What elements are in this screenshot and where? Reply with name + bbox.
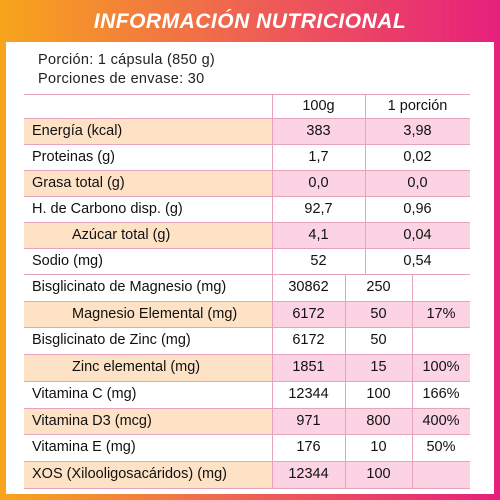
row-line (24, 118, 470, 119)
row-line (24, 434, 470, 436)
col-line (272, 274, 273, 488)
nutrient-name: Sodio (mg) (32, 253, 103, 269)
nutrient-value: 800 (366, 412, 391, 429)
nutrient-value: 15 (370, 359, 387, 376)
row-highlight (24, 118, 272, 144)
row-highlight (272, 354, 470, 381)
nutrient-value: 6172 (292, 305, 325, 322)
nutrient-value: 250 (366, 279, 391, 295)
row-highlight (272, 407, 470, 435)
row-line (24, 327, 470, 329)
column-header: 100g (302, 98, 335, 114)
nutrient-value: 12344 (288, 465, 329, 482)
row-line (24, 407, 470, 409)
nutrient-value: 1851 (292, 359, 325, 376)
nutrient-value: 50 (370, 332, 387, 349)
nutrient-value: 971 (296, 412, 321, 429)
row-line (24, 170, 470, 171)
row-highlight (24, 460, 272, 488)
row-highlight (272, 222, 470, 248)
nutrient-value: 92,7 (304, 201, 333, 217)
nutrient-name: Proteinas (g) (32, 149, 116, 165)
nutrient-value: 0,04 (403, 227, 432, 243)
col-line (365, 94, 366, 274)
nutrient-name: Zinc elemental (mg) (72, 359, 201, 376)
col-line (272, 94, 273, 274)
row-line (24, 196, 470, 197)
nutrient-name: Bisglicinato de Zinc (mg) (32, 332, 191, 349)
row-highlight (24, 300, 272, 328)
row-line (24, 380, 470, 382)
row-line (24, 487, 470, 489)
nutrient-value: 52 (310, 253, 327, 269)
row-line (24, 248, 470, 249)
nutrient-value: 50% (426, 439, 456, 456)
row-line (24, 274, 470, 275)
nutrient-value: 17% (426, 305, 456, 322)
nutrient-value: 0,0 (407, 175, 428, 191)
nutrient-value: 30862 (288, 279, 329, 295)
nutrient-name: H. de Carbono disp. (g) (32, 201, 183, 217)
nutrient-value: 12344 (288, 385, 329, 402)
col-line (345, 274, 346, 488)
column-header: 1 porción (387, 98, 448, 114)
servings-per-container: Porciones de envase: 30 (38, 71, 205, 87)
row-highlight (24, 354, 272, 381)
nutrient-value: 0,96 (403, 201, 432, 217)
nutrient-name: Bisglicinato de Magnesio (mg) (32, 279, 227, 295)
nutrient-value: 100 (366, 385, 391, 402)
nutrient-name: Vitamina E (mg) (32, 439, 136, 456)
nutrient-value: 0,02 (403, 149, 432, 165)
row-highlight (272, 170, 470, 196)
nutrient-value: 50 (370, 305, 387, 322)
row-line (24, 460, 470, 462)
nutrient-name: Grasa total (g) (32, 175, 125, 191)
nutrient-name: XOS (Xilooligosacáridos) (mg) (32, 465, 228, 482)
nutrient-value: 100 (366, 465, 391, 482)
row-highlight (24, 407, 272, 435)
col-line (412, 274, 413, 488)
serving-size: Porción: 1 cápsula (850 g) (38, 52, 216, 68)
nutrient-value: 176 (296, 439, 321, 456)
nutrient-value: 6172 (292, 332, 325, 349)
nutrient-value: 400% (422, 412, 460, 429)
nutrient-name: Vitamina C (mg) (32, 385, 137, 402)
nutrient-name: Energía (kcal) (32, 123, 123, 139)
nutrient-value: 0,0 (308, 175, 329, 191)
row-line (24, 354, 470, 356)
row-highlight (24, 222, 272, 248)
row-highlight (24, 170, 272, 196)
nutrient-value: 10 (370, 439, 387, 456)
nutrient-value: 4,1 (308, 227, 329, 243)
nutrient-value: 166% (422, 385, 460, 402)
row-highlight (272, 300, 470, 328)
title: INFORMACIÓN NUTRICIONAL (93, 10, 407, 33)
row-line (24, 94, 470, 95)
row-line (24, 300, 470, 302)
row-highlight (272, 460, 470, 488)
nutrient-name: Magnesio Elemental (mg) (72, 305, 238, 322)
row-line (24, 144, 470, 145)
nutrient-name: Vitamina D3 (mcg) (32, 412, 152, 429)
nutrient-value: 100% (422, 359, 460, 376)
nutrient-value: 383 (306, 123, 331, 139)
nutrient-value: 3,98 (403, 123, 432, 139)
nutrient-value: 1,7 (308, 149, 329, 165)
nutrient-value: 0,54 (403, 253, 432, 269)
row-line (24, 222, 470, 223)
nutrient-name: Azúcar total (g) (72, 227, 171, 243)
row-highlight (272, 118, 470, 144)
